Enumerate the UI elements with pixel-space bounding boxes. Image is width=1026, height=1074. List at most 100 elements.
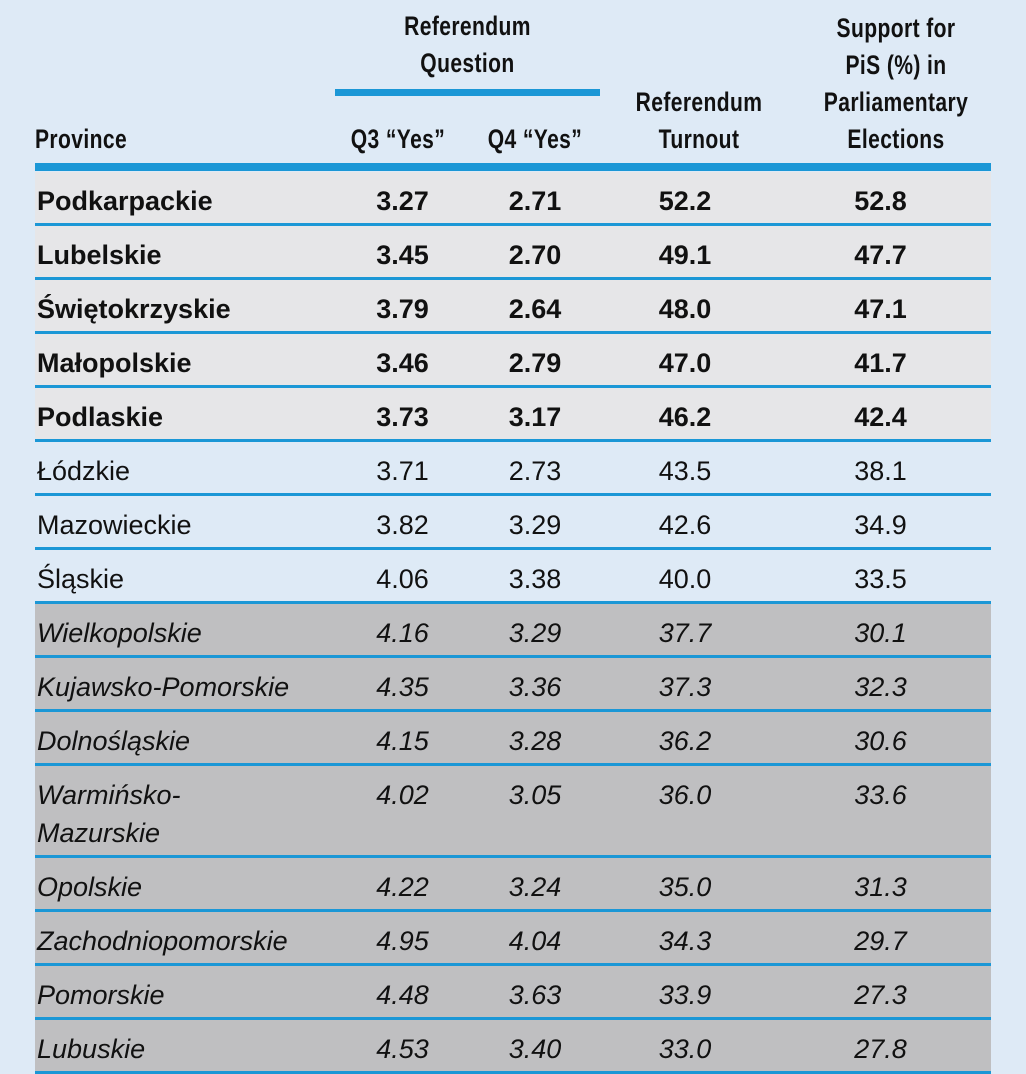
cell-pis: 32.3 <box>854 672 907 702</box>
cell-q3: 4.02 <box>376 780 429 810</box>
table-row: Małopolskie 3.46 2.79 47.0 41.7 <box>35 334 991 388</box>
table-row: Dolnośląskie 4.15 3.28 36.2 30.6 <box>35 712 991 766</box>
cell-q3: 3.45 <box>376 240 429 270</box>
cell-q4: 2.79 <box>508 348 562 378</box>
cell-province: Małopolskie <box>37 348 192 378</box>
cell-q4: 2.71 <box>508 186 562 216</box>
table-row: Warmińsko- Mazurskie 4.02 3.05 36.0 33.6 <box>35 766 991 858</box>
cell-q3: 3.79 <box>376 294 429 324</box>
cell-province: Kujawsko-Pomorskie <box>37 672 290 702</box>
cell-province: Podkarpackie <box>37 186 213 216</box>
cell-pis: 41.7 <box>854 348 907 378</box>
cell-q4: 3.36 <box>508 672 562 702</box>
table-body: Podkarpackie 3.27 2.71 52.2 52.8 Lubelsk… <box>35 172 991 1074</box>
group-header-rule <box>335 89 600 96</box>
cell-turnout: 48.0 <box>658 294 712 324</box>
cell-q4: 3.24 <box>508 872 562 902</box>
col-header-turnout-line2: Turnout <box>658 124 740 154</box>
cell-q4: 3.38 <box>508 564 562 594</box>
table-header: Referendum Question Referendum Turnout S… <box>35 0 991 172</box>
cell-province: Pomorskie <box>37 980 165 1010</box>
cell-province: Mazowieckie <box>37 510 192 540</box>
cell-q3: 4.16 <box>376 618 429 648</box>
cell-turnout: 46.2 <box>658 402 712 432</box>
cell-pis: 52.8 <box>854 186 907 216</box>
table-row: Łódzkie 3.71 2.73 43.5 38.1 <box>35 442 991 496</box>
cell-pis: 30.1 <box>854 618 907 648</box>
table-row: Lubelskie 3.45 2.70 49.1 47.7 <box>35 226 991 280</box>
cell-turnout: 52.2 <box>658 186 712 216</box>
cell-turnout: 35.0 <box>658 872 712 902</box>
cell-turnout: 36.0 <box>658 780 712 810</box>
cell-province: Świętokrzyskie <box>37 294 231 324</box>
table-row: Kujawsko-Pomorskie 4.35 3.36 37.3 32.3 <box>35 658 991 712</box>
table-row: Lubuskie 4.53 3.40 33.0 27.8 <box>35 1020 991 1074</box>
cell-q4: 3.17 <box>508 402 562 432</box>
cell-q3: 4.15 <box>376 726 429 756</box>
table-row: Śląskie 4.06 3.38 40.0 33.5 <box>35 550 991 604</box>
cell-pis: 38.1 <box>854 456 907 486</box>
col-header-q3: Q3 “Yes” <box>350 124 446 154</box>
cell-turnout: 43.5 <box>658 456 712 486</box>
cell-turnout: 40.0 <box>658 564 712 594</box>
cell-q3: 3.82 <box>376 510 429 540</box>
cell-turnout: 36.2 <box>658 726 712 756</box>
cell-q4: 3.05 <box>508 780 562 810</box>
group-header-line1: Referendum <box>404 11 531 41</box>
table-row: Mazowieckie 3.82 3.29 42.6 34.9 <box>35 496 991 550</box>
table-row: Pomorskie 4.48 3.63 33.9 27.3 <box>35 966 991 1020</box>
cell-province-line1: Warmińsko- <box>37 780 181 810</box>
cell-pis: 34.9 <box>854 510 907 540</box>
table-row: Podkarpackie 3.27 2.71 52.2 52.8 <box>35 172 991 226</box>
cell-province: Śląskie <box>37 564 125 594</box>
cell-province: Podlaskie <box>37 402 164 432</box>
cell-q4: 3.29 <box>508 510 562 540</box>
cell-pis: 47.7 <box>854 240 907 270</box>
cell-turnout: 37.7 <box>658 618 712 648</box>
cell-province: Zachodniopomorskie <box>37 926 288 956</box>
cell-q3: 3.71 <box>376 456 429 486</box>
group-header-referendum-question: Referendum Question <box>364 8 571 82</box>
cell-q3: 3.46 <box>376 348 429 378</box>
cell-province: Łódzkie <box>37 456 131 486</box>
cell-turnout: 47.0 <box>658 348 712 378</box>
cell-q4: 2.73 <box>508 456 562 486</box>
col-header-pis-support: Support for PiS (%) in Parliamentary Ele… <box>806 10 987 158</box>
cell-q3: 4.53 <box>376 1034 429 1064</box>
cell-q4: 4.04 <box>508 926 562 956</box>
cell-pis: 42.4 <box>854 402 907 432</box>
cell-q3: 4.22 <box>376 872 429 902</box>
col-header-pis-line4: Elections <box>847 124 945 154</box>
col-header-province: Province <box>35 124 128 154</box>
cell-pis: 33.5 <box>854 564 907 594</box>
table-row: Świętokrzyskie 3.79 2.64 48.0 47.1 <box>35 280 991 334</box>
cell-q3: 4.06 <box>376 564 429 594</box>
cell-q4: 3.29 <box>508 618 562 648</box>
cell-pis: 27.8 <box>854 1034 907 1064</box>
cell-q4: 3.28 <box>508 726 562 756</box>
cell-turnout: 33.0 <box>658 1034 712 1064</box>
cell-q4: 3.40 <box>508 1034 562 1064</box>
cell-q3: 4.95 <box>376 926 429 956</box>
cell-pis: 31.3 <box>854 872 907 902</box>
cell-turnout: 49.1 <box>658 240 712 270</box>
group-header-line2: Question <box>420 48 515 78</box>
cell-province: Lubelskie <box>37 240 162 270</box>
cell-turnout: 33.9 <box>658 980 712 1010</box>
cell-pis: 30.6 <box>854 726 907 756</box>
cell-q3: 3.73 <box>376 402 429 432</box>
cell-pis: 47.1 <box>854 294 907 324</box>
cell-q3: 3.27 <box>376 186 429 216</box>
col-header-q4: Q4 “Yes” <box>487 124 583 154</box>
table-row: Wielkopolskie 4.16 3.29 37.7 30.1 <box>35 604 991 658</box>
col-header-pis-line1: Support for <box>836 13 956 43</box>
table-row: Opolskie 4.22 3.24 35.0 31.3 <box>35 858 991 912</box>
cell-pis: 29.7 <box>854 926 907 956</box>
cell-province: Warmińsko- Mazurskie <box>35 766 335 855</box>
col-header-turnout: Referendum Turnout <box>629 84 769 158</box>
cell-province: Lubuskie <box>37 1034 146 1064</box>
col-header-pis-line2: PiS (%) in <box>845 50 947 80</box>
cell-turnout: 42.6 <box>658 510 712 540</box>
header-rule <box>35 163 991 171</box>
cell-province-line2: Mazurskie <box>37 818 161 848</box>
